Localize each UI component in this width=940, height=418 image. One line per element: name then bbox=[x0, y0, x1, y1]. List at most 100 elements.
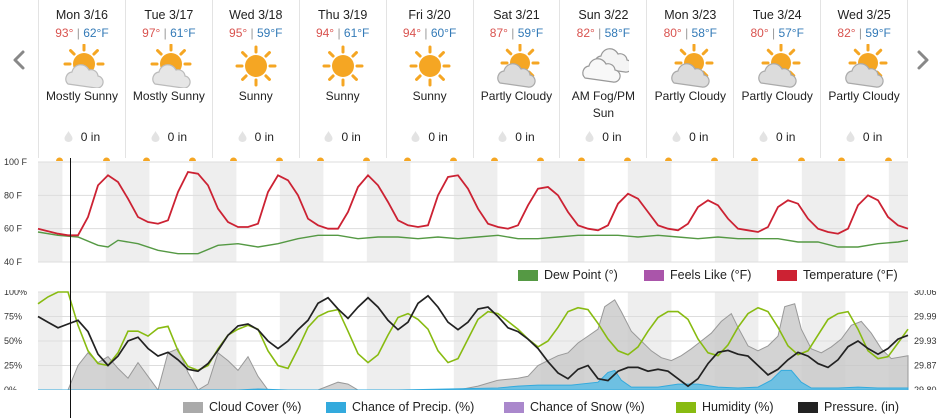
day-precip: 0 in bbox=[300, 130, 386, 145]
high-temp: 97° bbox=[142, 26, 161, 40]
forecast-day[interactable]: Tue 3/17 97° | 61°F Mostly Sunny 0 in bbox=[126, 0, 213, 161]
sunrise-sunset-markers bbox=[560, 148, 646, 161]
sunset-marker bbox=[189, 148, 197, 161]
low-temp: 61°F bbox=[343, 26, 370, 40]
night-band bbox=[386, 162, 411, 262]
sky-legend: Cloud Cover (%) Chance of Precip. (%) Ch… bbox=[0, 400, 940, 416]
forecast-day[interactable]: Sun 3/22 82° | 58°F AM Fog/PM Sun 0 in bbox=[560, 0, 648, 161]
day-condition: Sunny bbox=[238, 89, 273, 103]
raindrop-icon bbox=[64, 130, 73, 145]
day-temps: 97° | 61°F bbox=[142, 26, 196, 40]
sunrise-marker bbox=[751, 148, 759, 161]
sunset-marker bbox=[710, 148, 718, 161]
legend-dew-point[interactable]: Dew Point (°) bbox=[518, 268, 618, 282]
day-condition: Partly Cloudy bbox=[654, 89, 726, 103]
day-condition: Partly Cloudy bbox=[480, 89, 553, 103]
legend-humidity[interactable]: Humidity (%) bbox=[676, 400, 774, 414]
day-date: Wed 3/18 bbox=[229, 8, 283, 22]
sunrise-marker bbox=[577, 148, 585, 161]
day-date: Tue 3/17 bbox=[144, 8, 194, 22]
sunrise-sunset-markers bbox=[300, 148, 386, 161]
legend-snow[interactable]: Chance of Snow (%) bbox=[504, 400, 645, 414]
y2-tick-label: 30.06 bbox=[914, 290, 937, 297]
low-temp: 59°F bbox=[865, 26, 891, 40]
sky-conditions-chart[interactable]: 100% 75% 50% 25% 0% 30.06 29.99 29.93 29.87 29.80 bbox=[0, 290, 940, 390]
precip-amount: 0 in bbox=[862, 130, 883, 144]
sunrise-marker bbox=[143, 148, 151, 161]
sunset-marker bbox=[884, 148, 892, 161]
mostly-sunny-icon bbox=[56, 44, 108, 88]
day-temps: 94° | 60°F bbox=[402, 26, 457, 40]
night-band bbox=[888, 162, 908, 262]
day-date: Tue 3/24 bbox=[752, 8, 802, 22]
sunrise-marker bbox=[316, 148, 324, 161]
sunrise-marker bbox=[838, 148, 846, 161]
forecast-day[interactable]: Tue 3/24 80° | 57°F Partly Cloudy 0 in bbox=[734, 0, 822, 161]
y2-tick-label: 29.80 bbox=[914, 385, 937, 390]
y-tick-label: 40 F bbox=[4, 257, 23, 267]
partly-cloudy-icon bbox=[838, 44, 890, 88]
raindrop-icon bbox=[238, 130, 247, 145]
temperature-swatch bbox=[777, 269, 797, 281]
pressure-swatch bbox=[798, 401, 818, 413]
y-tick-label: 25% bbox=[4, 361, 22, 371]
forecast-day[interactable]: Wed 3/25 82° | 59°F Partly Cloudy 0 in bbox=[821, 0, 909, 161]
night-band bbox=[192, 162, 212, 262]
legend-label: Feels Like (°F) bbox=[670, 268, 752, 282]
y-tick-label: 60 F bbox=[4, 224, 23, 234]
day-precip: 0 in bbox=[387, 130, 473, 145]
legend-label: Cloud Cover (%) bbox=[209, 400, 302, 414]
sunrise-sunset-markers bbox=[647, 148, 733, 161]
legend-feels-like[interactable]: Feels Like (°F) bbox=[644, 268, 751, 282]
sunset-marker bbox=[624, 148, 631, 161]
legend-label: Humidity (%) bbox=[702, 400, 774, 414]
high-temp: 82° bbox=[576, 26, 595, 40]
high-temp: 95° bbox=[229, 26, 248, 40]
dew-point-swatch bbox=[518, 269, 538, 281]
temperature-chart[interactable]: 100 F 80 F 60 F 40 F bbox=[0, 158, 940, 270]
sunny-icon bbox=[230, 44, 282, 88]
day-date: Mon 3/23 bbox=[664, 8, 717, 22]
precip-swatch bbox=[326, 401, 346, 413]
previous-days-button[interactable] bbox=[6, 40, 32, 80]
next-days-button[interactable] bbox=[910, 40, 936, 80]
precip-amount: 0 in bbox=[341, 130, 361, 144]
snow-swatch bbox=[504, 401, 524, 413]
humidity-swatch bbox=[676, 401, 696, 413]
legend-cloud-cover[interactable]: Cloud Cover (%) bbox=[183, 400, 301, 414]
legend-temperature[interactable]: Temperature (°F) bbox=[777, 268, 898, 282]
high-temp: 94° bbox=[315, 26, 335, 40]
day-date: Sun 3/22 bbox=[578, 8, 629, 22]
partly-cloudy-icon bbox=[490, 44, 542, 88]
sunrise-marker bbox=[403, 148, 411, 161]
precip-amount: 0 in bbox=[428, 130, 448, 144]
night-band bbox=[801, 162, 821, 262]
legend-precip[interactable]: Chance of Precip. (%) bbox=[326, 400, 474, 414]
high-temp: 80° bbox=[663, 26, 682, 40]
day-precip: 0 in bbox=[560, 130, 646, 145]
legend-label: Chance of Precip. (%) bbox=[352, 400, 475, 414]
low-temp: 58°F bbox=[604, 26, 631, 40]
low-temp: 57°F bbox=[778, 26, 804, 40]
legend-pressure[interactable]: Pressure. (in) bbox=[798, 400, 899, 414]
raindrop-icon bbox=[585, 130, 594, 145]
low-temp: 60°F bbox=[430, 26, 457, 40]
forecast-day[interactable]: Mon 3/23 80° | 58°F Partly Cloudy 0 in bbox=[647, 0, 735, 161]
raindrop-icon bbox=[411, 130, 420, 145]
forecast-day[interactable]: Sat 3/21 87° | 59°F Partly Cloudy 0 in bbox=[474, 0, 561, 161]
forecast-day[interactable]: Mon 3/16 93° | 62°F Mostly Sunny 0 in bbox=[38, 0, 126, 161]
forecast-day[interactable]: Thu 3/19 94° | 61°F Sunny 0 in bbox=[300, 0, 387, 161]
precip-amount: 0 in bbox=[254, 130, 274, 144]
sunrise-marker bbox=[490, 148, 498, 161]
y2-tick-label: 29.87 bbox=[914, 361, 937, 371]
day-precip: 0 in bbox=[39, 130, 125, 145]
y-tick-label: 0% bbox=[4, 385, 17, 390]
precip-amount: 0 in bbox=[167, 130, 188, 144]
cloud-cover-swatch bbox=[183, 401, 203, 413]
night-band bbox=[560, 162, 585, 262]
raindrop-icon bbox=[846, 130, 855, 145]
forecast-day[interactable]: Wed 3/18 95° | 59°F Sunny 0 in bbox=[213, 0, 300, 161]
day-temps: 82° | 59°F bbox=[837, 26, 891, 40]
forecast-day[interactable]: Fri 3/20 94° | 60°F Sunny 0 in bbox=[387, 0, 474, 161]
sunrise-sunset-markers bbox=[126, 148, 212, 161]
